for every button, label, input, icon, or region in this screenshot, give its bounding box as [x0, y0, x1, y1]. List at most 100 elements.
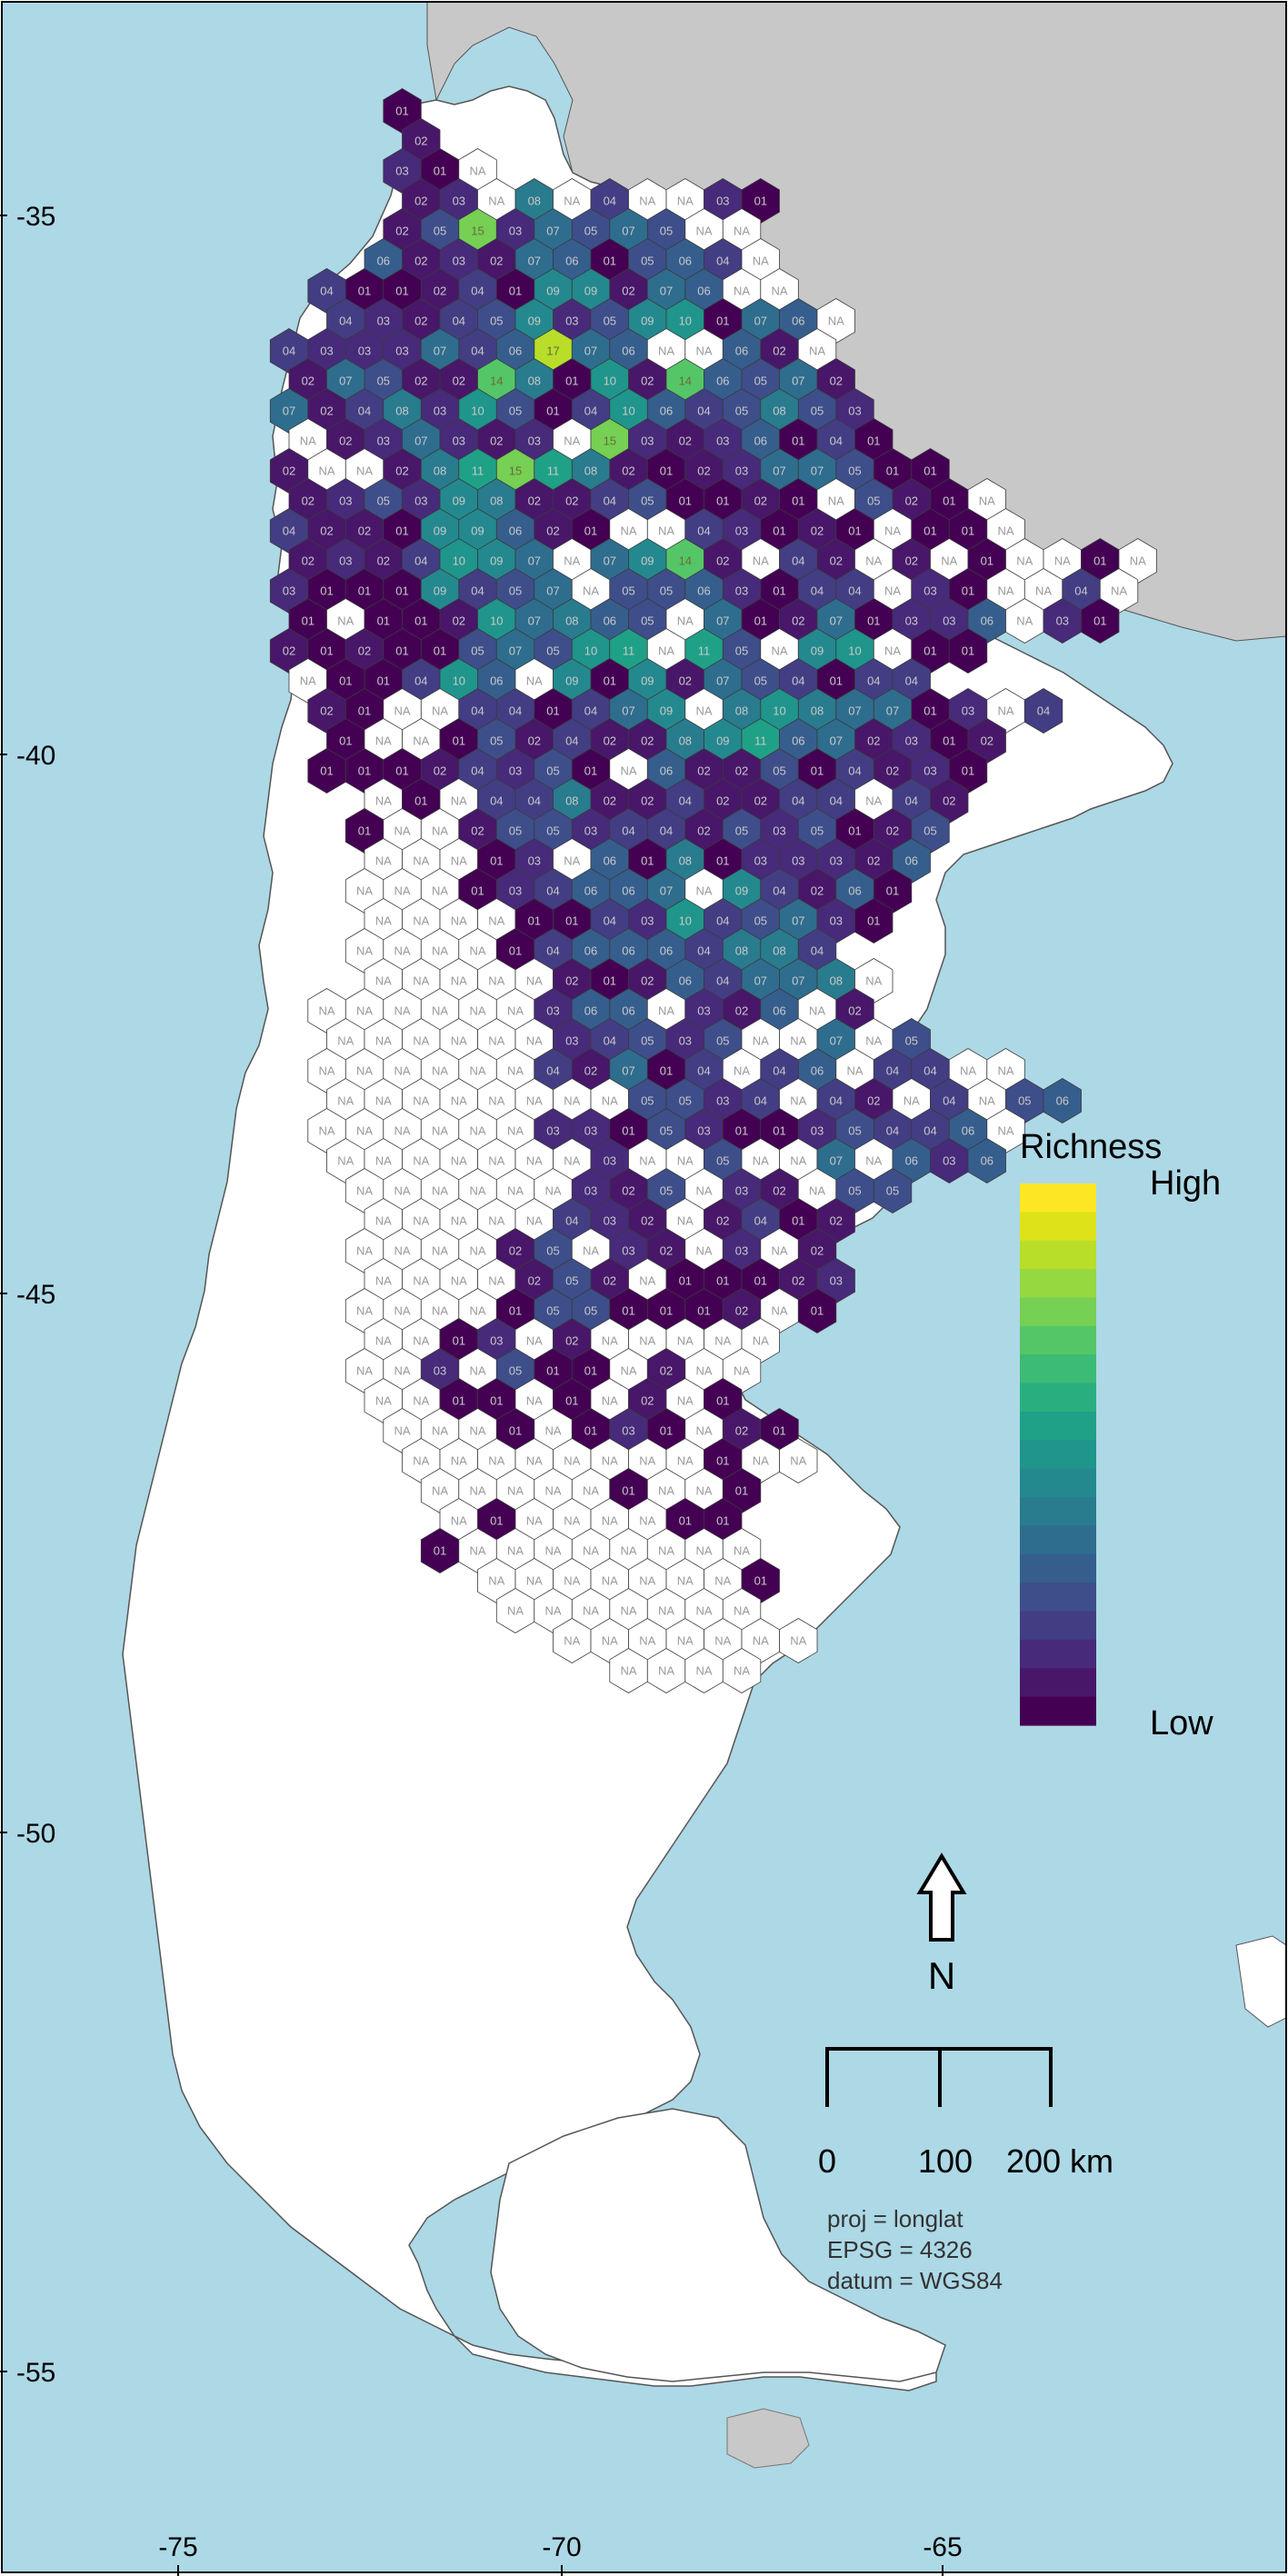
hex-label: 01 — [792, 494, 804, 508]
hex-label: NA — [941, 554, 957, 568]
hex-label: 05 — [735, 404, 748, 418]
hex-label: NA — [714, 1334, 731, 1348]
hex-label: 01 — [962, 764, 974, 778]
hex-label: 01 — [584, 524, 597, 538]
hex-label: NA — [1016, 554, 1033, 568]
scale-label: 100 — [918, 2142, 973, 2180]
hex-label: 10 — [471, 404, 484, 418]
hex-label: 05 — [905, 1034, 918, 1048]
legend-swatch — [1020, 1325, 1096, 1355]
hex-label: 11 — [472, 464, 484, 478]
hex-label: 01 — [641, 854, 654, 868]
hex-label: 02 — [811, 884, 824, 898]
hex-label: 02 — [735, 764, 748, 778]
hex-label: NA — [884, 524, 901, 538]
hex-label: 01 — [716, 1514, 729, 1528]
hex-label: NA — [997, 704, 1013, 718]
hex-label: 08 — [735, 704, 748, 718]
hex-label: NA — [432, 1304, 448, 1318]
legend-swatch — [1020, 1411, 1096, 1441]
hex-label: NA — [695, 344, 712, 358]
hex-label: 03 — [830, 914, 843, 928]
hex-label: 06 — [622, 944, 634, 958]
hex-label: NA — [564, 554, 580, 568]
hex-label: 01 — [358, 704, 371, 718]
hex-label: 03 — [697, 1124, 710, 1138]
hex-label: 15 — [471, 225, 484, 238]
hex-label: 01 — [697, 1304, 710, 1318]
hex-label: 08 — [811, 704, 824, 718]
hex-label: NA — [695, 225, 712, 238]
hex-label: NA — [734, 1604, 750, 1618]
hex-label: NA — [734, 1544, 750, 1558]
hex-label: NA — [753, 1334, 769, 1348]
hex-label: 02 — [886, 764, 899, 778]
hex-cell — [1081, 598, 1120, 644]
hex-label: NA — [790, 1154, 806, 1168]
hex-label: 02 — [830, 374, 843, 388]
hex-label: NA — [997, 584, 1013, 598]
hex-label: NA — [469, 1484, 485, 1498]
hex-label: NA — [526, 1394, 543, 1408]
hex-label: 05 — [716, 1154, 729, 1168]
hex-label: 04 — [697, 524, 710, 538]
hex-label: 02 — [811, 524, 824, 538]
hex-label: 07 — [830, 1154, 843, 1168]
hex-label: NA — [695, 1424, 712, 1438]
hex-label: 03 — [735, 464, 748, 478]
hex-label: 01 — [584, 1364, 597, 1378]
hex-label: NA — [639, 1514, 655, 1528]
hex-label: 03 — [565, 315, 578, 328]
hex-label: NA — [526, 1154, 543, 1168]
hex-label: NA — [488, 1034, 504, 1048]
hex-label: 02 — [679, 434, 692, 448]
hex-label: 07 — [622, 704, 634, 718]
hex-label: 05 — [490, 315, 503, 328]
hex-label: 07 — [792, 374, 804, 388]
hex-label: 01 — [962, 584, 974, 598]
legend-swatch — [1020, 1583, 1096, 1612]
hex-label: 04 — [792, 674, 804, 688]
hex-label: NA — [544, 1484, 561, 1498]
hex-label: 04 — [811, 584, 824, 598]
hex-label: NA — [658, 1544, 674, 1558]
hex-label: 08 — [395, 404, 408, 418]
hex-cell — [854, 898, 894, 944]
hex-label: 03 — [584, 824, 597, 838]
hex-label: 06 — [981, 614, 993, 628]
hex-label: NA — [734, 285, 750, 298]
legend-swatch — [1020, 1269, 1096, 1299]
hex-label: 01 — [716, 1274, 729, 1288]
hex-label: 09 — [490, 554, 503, 568]
hex-label: 03 — [943, 1154, 955, 1168]
hex-label: 07 — [754, 974, 767, 988]
hex-label: NA — [790, 1454, 806, 1468]
hex-label: NA — [639, 1454, 655, 1468]
hex-label: 09 — [528, 315, 541, 328]
hex-label: 02 — [754, 794, 767, 808]
hex-label: 05 — [546, 764, 559, 778]
hex-label: 01 — [395, 584, 408, 598]
hex-label: 05 — [679, 1094, 692, 1108]
hex-label: NA — [564, 1094, 580, 1108]
hex-label: NA — [413, 1154, 429, 1168]
hex-label: 04 — [848, 764, 861, 778]
hex-label: 03 — [339, 494, 352, 508]
hex-label: 03 — [565, 1034, 578, 1048]
hex-label: 09 — [565, 674, 578, 688]
hex-label: 04 — [679, 794, 692, 808]
hex-label: NA — [1054, 554, 1071, 568]
hex-label: 01 — [735, 1484, 748, 1498]
hex-label: 09 — [434, 524, 446, 538]
hex-label: NA — [375, 734, 392, 748]
hex-label: 04 — [528, 794, 541, 808]
hex-label: 06 — [1056, 1094, 1069, 1108]
hex-label: 07 — [792, 974, 804, 988]
hex-label: NA — [432, 1124, 448, 1138]
hex-label: 01 — [320, 764, 333, 778]
hex-label: 01 — [716, 854, 729, 868]
hex-label: 07 — [584, 344, 597, 358]
hex-label: 04 — [584, 404, 597, 418]
hex-label: NA — [544, 1544, 561, 1558]
hex-label: 02 — [565, 1334, 578, 1348]
